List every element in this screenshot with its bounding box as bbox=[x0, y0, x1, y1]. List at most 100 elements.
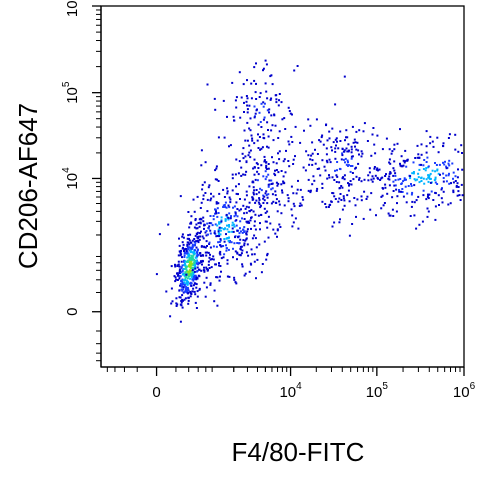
event-dot bbox=[273, 113, 276, 116]
event-dot bbox=[349, 165, 352, 167]
event-dot bbox=[440, 197, 443, 200]
y-tick-label-0: 0 bbox=[64, 308, 81, 316]
event-dot bbox=[422, 177, 425, 180]
event-dot bbox=[201, 188, 204, 191]
event-dot bbox=[325, 147, 328, 150]
event-dot bbox=[336, 140, 338, 143]
event-dot bbox=[226, 115, 228, 118]
event-dot bbox=[192, 252, 195, 255]
event-dot bbox=[266, 210, 269, 213]
event-dot bbox=[263, 159, 266, 162]
event-dot bbox=[176, 272, 178, 275]
event-dot bbox=[277, 137, 280, 139]
event-dot bbox=[204, 161, 207, 164]
event-dot bbox=[235, 192, 238, 195]
event-dot bbox=[322, 143, 325, 146]
event-dot bbox=[194, 265, 197, 268]
event-dot bbox=[198, 225, 201, 228]
event-dot bbox=[338, 167, 341, 170]
event-dot bbox=[185, 275, 188, 278]
event-dot bbox=[284, 128, 287, 130]
event-dot bbox=[409, 215, 412, 217]
event-dot bbox=[435, 164, 438, 166]
event-dot bbox=[398, 189, 400, 191]
event-dot bbox=[270, 202, 273, 205]
event-dot bbox=[219, 275, 221, 278]
event-dot bbox=[226, 190, 229, 193]
event-dot bbox=[356, 198, 359, 201]
event-dot bbox=[333, 179, 336, 181]
event-dot bbox=[440, 188, 443, 191]
event-dot bbox=[242, 228, 245, 231]
event-dot bbox=[238, 253, 241, 256]
event-dot bbox=[371, 175, 374, 178]
event-dot bbox=[362, 217, 365, 220]
event-dot bbox=[239, 227, 241, 230]
event-dot bbox=[209, 232, 212, 235]
event-dot bbox=[345, 163, 348, 166]
event-dot bbox=[260, 189, 263, 192]
event-dot bbox=[218, 192, 221, 195]
event-dot bbox=[396, 202, 398, 205]
event-dot bbox=[254, 115, 256, 118]
event-dot bbox=[385, 173, 387, 176]
event-dot bbox=[189, 257, 192, 259]
event-dot bbox=[216, 207, 219, 210]
event-dot bbox=[225, 249, 228, 252]
event-dot bbox=[319, 140, 322, 143]
event-dot bbox=[431, 169, 434, 172]
event-dot bbox=[445, 180, 448, 183]
event-dot bbox=[262, 69, 264, 72]
event-dot bbox=[182, 243, 185, 246]
event-dot bbox=[194, 256, 197, 259]
event-dot bbox=[259, 222, 261, 225]
event-dot bbox=[332, 192, 335, 195]
event-dot bbox=[442, 161, 444, 164]
event-dot bbox=[189, 251, 192, 254]
event-dot bbox=[382, 187, 385, 190]
event-dot bbox=[420, 143, 423, 146]
event-dot bbox=[417, 195, 420, 198]
event-dot bbox=[206, 222, 209, 225]
event-dot bbox=[197, 274, 200, 277]
event-dot bbox=[387, 212, 390, 215]
event-dot bbox=[339, 130, 342, 133]
event-dot bbox=[321, 187, 324, 189]
event-dot bbox=[260, 214, 263, 216]
event-dot bbox=[328, 174, 330, 177]
event-dot bbox=[259, 206, 262, 209]
event-dot bbox=[310, 154, 313, 157]
event-dot bbox=[228, 196, 231, 199]
event-dot bbox=[278, 93, 281, 95]
event-dot bbox=[243, 226, 246, 229]
event-dot bbox=[267, 135, 270, 138]
event-dot bbox=[198, 218, 201, 221]
event-dot bbox=[321, 200, 324, 203]
event-dot bbox=[186, 265, 188, 268]
event-dot bbox=[244, 173, 247, 176]
event-dot bbox=[199, 221, 202, 224]
event-dot bbox=[391, 150, 394, 153]
event-dot bbox=[242, 173, 245, 176]
event-dot bbox=[169, 315, 172, 318]
event-dot bbox=[193, 261, 196, 264]
event-dot bbox=[246, 139, 249, 142]
event-dot bbox=[192, 273, 195, 276]
event-dot bbox=[381, 194, 384, 197]
event-dot bbox=[257, 173, 260, 176]
event-dot bbox=[264, 170, 267, 173]
event-dot bbox=[191, 243, 194, 246]
event-dot bbox=[235, 219, 238, 222]
event-dot bbox=[414, 157, 417, 159]
event-dot bbox=[236, 208, 239, 210]
event-dot bbox=[426, 196, 429, 198]
event-dot bbox=[373, 143, 376, 146]
event-dot bbox=[252, 210, 255, 213]
event-dot bbox=[267, 236, 270, 239]
event-dot bbox=[357, 162, 360, 165]
event-dot bbox=[413, 201, 416, 204]
event-dot bbox=[165, 290, 168, 293]
event-dot bbox=[254, 228, 257, 231]
event-dot bbox=[445, 165, 448, 168]
event-dot bbox=[213, 232, 216, 234]
